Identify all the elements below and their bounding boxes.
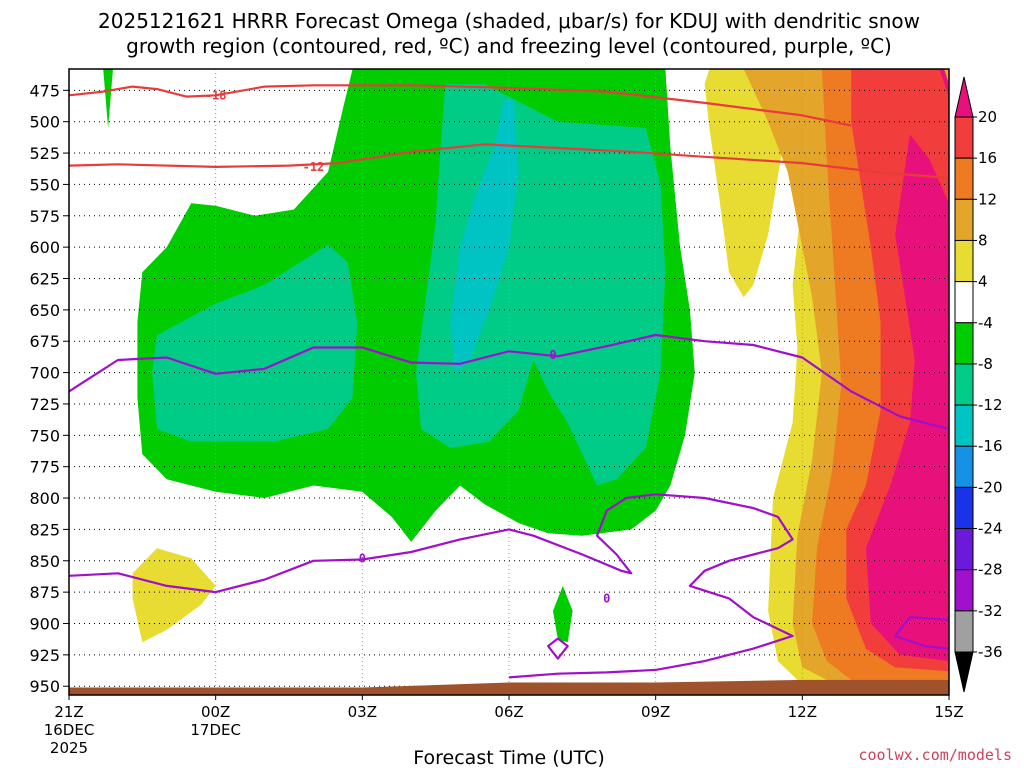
y-tick-label: 550	[29, 175, 60, 194]
omega-region-10	[865, 134, 949, 662]
freezing-isotherm-1-line	[69, 493, 794, 679]
colorbar-swatch	[954, 486, 974, 530]
ground-fill	[69, 679, 949, 695]
dgz-isotherm-0-label: -18	[205, 88, 227, 102]
omega-region-6	[132, 548, 216, 643]
y-tick-label: 725	[29, 395, 60, 414]
temperature-contours: -18 -12 0 0 0	[69, 84, 949, 679]
colorbar-bottom-triangle	[954, 651, 974, 693]
omega-region-4	[450, 99, 519, 373]
dgz-isotherm-1-label: -12	[303, 160, 325, 174]
colorbar-swatch	[954, 198, 974, 241]
colorbar-label: 12	[978, 190, 997, 208]
colorbar-swatch	[954, 404, 974, 447]
freezing-isotherm-1-label: 0	[359, 551, 366, 565]
y-tick-label: 675	[29, 332, 60, 351]
colorbar-label: -12	[978, 396, 1003, 414]
colorbar-swatch	[954, 528, 974, 571]
omega-region-2	[416, 84, 666, 486]
chart-title: 2025121621 HRRR Forecast Omega (shaded, …	[98, 9, 920, 33]
x-tick-label: 00Z	[201, 703, 230, 721]
y-tick-label: 875	[29, 583, 60, 602]
freezing-isotherm-0-line	[69, 333, 949, 431]
colorbar-label: -24	[978, 520, 1003, 538]
colorbar-label: 20	[978, 108, 997, 126]
x-tick-label: 12Z	[788, 703, 817, 721]
colorbar-label: -16	[978, 437, 1003, 455]
omega-region-12	[944, 69, 949, 85]
colorbar-label: -28	[978, 561, 1003, 579]
x-axis-label: Forecast Time (UTC)	[413, 747, 604, 768]
x-tick-date: 16DEC	[44, 721, 95, 739]
colorbar-label: 16	[978, 149, 997, 167]
plot-area: -18 -12 0 0 0	[68, 68, 950, 696]
colorbar-top-triangle	[954, 76, 974, 118]
x-tick-year: 2025	[50, 739, 88, 757]
y-tick-label: 700	[29, 364, 60, 383]
y-tick-label: 600	[29, 238, 60, 257]
dgz-isotherm-0-line	[69, 84, 852, 127]
omega-region-13	[553, 585, 573, 643]
y-tick-label: 925	[29, 646, 60, 665]
colorbar: 20 16 12 8 4 -4 -8 -12 -16 -20 -24 -28 -32 -36	[954, 76, 1003, 693]
y-tick-label: 650	[29, 301, 60, 320]
y-tick-label: 800	[29, 489, 60, 508]
y-tick-label: 775	[29, 458, 60, 477]
colorbar-swatch	[954, 322, 974, 365]
chart-subtitle: growth region (contoured, red, ºC) and f…	[126, 34, 892, 58]
colorbar-label: 4	[978, 273, 988, 291]
colorbar-swatch	[954, 363, 974, 406]
colorbar-label: -36	[978, 643, 1003, 661]
y-tick-label: 525	[29, 144, 60, 163]
y-tick-label: 950	[29, 677, 60, 696]
y-tick-label: 500	[29, 113, 60, 132]
colorbar-swatch	[954, 157, 974, 200]
y-tick-label: 750	[29, 426, 60, 445]
terrain	[69, 679, 949, 695]
y-tick-label: 475	[29, 81, 60, 100]
colorbar-swatch	[954, 281, 974, 324]
y-tick-label: 575	[29, 207, 60, 226]
colorbar-label: -32	[978, 602, 1003, 620]
colorbar-swatch	[954, 445, 974, 488]
x-tick-label: 15Z	[934, 703, 963, 721]
freezing-isotherm-0-label: 0	[549, 348, 556, 362]
freezing-isotherm-3-line	[546, 637, 569, 660]
dgz-isotherm-1-line	[69, 143, 949, 180]
colorbar-swatch	[954, 116, 974, 159]
x-tick-label: 21Z	[54, 703, 83, 721]
colorbar-swatch	[954, 239, 974, 283]
credit-text: coolwx.com/models	[858, 746, 1012, 764]
grid-lines	[69, 69, 949, 695]
omega-region-3	[152, 244, 358, 442]
y-tick-label: 850	[29, 552, 60, 571]
y-tick-label: 825	[29, 520, 60, 539]
colorbar-swatch	[954, 610, 974, 653]
colorbar-label: -20	[978, 478, 1003, 496]
x-tick-date: 17DEC	[190, 721, 241, 739]
y-tick-label: 625	[29, 270, 60, 289]
freezing-isotherm-4-line	[894, 616, 949, 650]
colorbar-label: 8	[978, 231, 988, 249]
colorbar-label: -8	[978, 355, 993, 373]
colorbar-swatch	[954, 569, 974, 612]
x-tick-label: 09Z	[641, 703, 670, 721]
colorbar-label: -4	[978, 314, 993, 332]
y-axis: 475 500 525 550 575 600 625 650 675 700 725 750 775 8…	[29, 81, 69, 696]
x-tick-label: 03Z	[348, 703, 377, 721]
y-tick-label: 900	[29, 614, 60, 633]
x-tick-label: 06Z	[494, 703, 523, 721]
omega-shading	[103, 69, 949, 680]
freezing-isotherm-2-label: 0	[603, 591, 610, 605]
omega-region-0	[103, 69, 113, 128]
